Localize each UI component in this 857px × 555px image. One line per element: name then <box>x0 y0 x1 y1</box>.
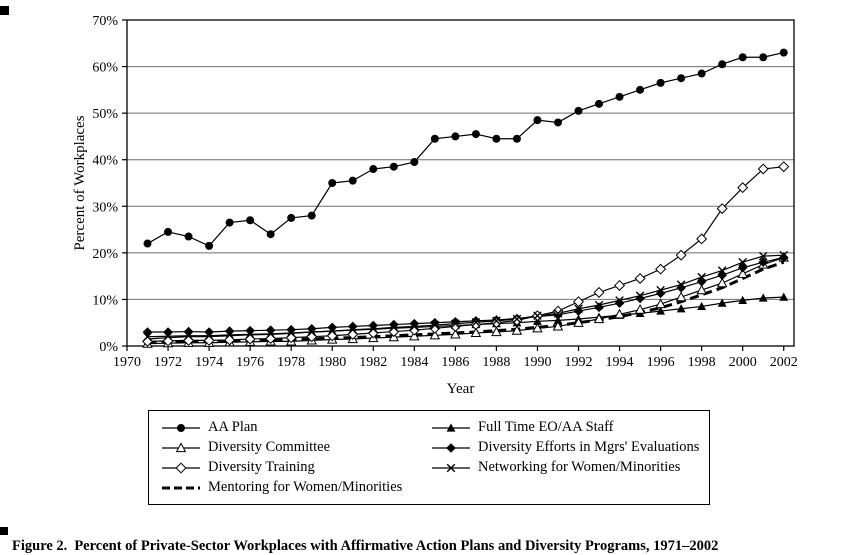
y-axis-title: Percent of Workplaces <box>72 115 88 250</box>
plot-border <box>126 19 795 347</box>
series-markers-diversity-training <box>142 161 790 347</box>
x-tick-label: 1974 <box>195 355 223 370</box>
x-tick-label: 1972 <box>154 355 182 370</box>
x-tick-label: 1980 <box>318 355 346 370</box>
x-tick-label: 2002 <box>770 355 798 370</box>
diamond-open-icon <box>162 461 200 474</box>
x-tick-label: 1970 <box>113 355 141 370</box>
series-line-networking-for-women-minorities <box>147 254 784 338</box>
x-tick-label: 1992 <box>565 355 593 370</box>
legend-label: Networking for Women/Minorities <box>478 459 681 475</box>
figure-caption: Figure 2. Percent of Private-Sector Workp… <box>12 538 852 555</box>
series-line-full-time-eo-aa-staff <box>147 296 784 340</box>
caption-label: Figure 2. <box>12 537 68 554</box>
y-tick-label: 70% <box>92 14 118 29</box>
x-tick-label: 1988 <box>482 355 510 370</box>
legend-grid: AA Plan Full Time EO/AA Staff Diversity Co… <box>161 419 699 496</box>
y-tick-label: 20% <box>92 247 118 262</box>
legend: AA Plan Full Time EO/AA Staff Diversity Co… <box>148 410 710 505</box>
legend-item-diversity-committee: Diversity Committee <box>161 439 419 456</box>
legend-label: AA Plan <box>208 419 258 435</box>
x-axis: 1970 1972 1974 1976 1978 1980 1982 1984 1986 1988… <box>113 346 798 370</box>
diamond-filled-icon <box>432 442 470 453</box>
legend-item-aa-plan: AA Plan <box>161 419 419 436</box>
scan-artifact-square <box>0 527 8 535</box>
x-tick-label: 1998 <box>688 355 716 370</box>
x-axis-title: Year <box>447 381 475 397</box>
x-tick-label: 2000 <box>729 355 757 370</box>
x-cross-icon <box>432 463 470 472</box>
legend-label: Diversity Training <box>208 459 315 475</box>
y-tick-label: 0% <box>99 340 118 355</box>
series-line-diversity-training <box>147 166 784 342</box>
series-markers <box>142 48 790 348</box>
series-markers-aa-plan <box>143 48 788 250</box>
legend-label: Mentoring for Women/Minorities <box>208 479 403 495</box>
x-tick-label: 1994 <box>606 355 634 370</box>
legend-item-diversity-training: Diversity Training <box>161 459 419 476</box>
triangle-open-icon <box>162 441 200 452</box>
x-tick-label: 1984 <box>400 355 428 370</box>
gridlines <box>127 66 794 300</box>
scan-artifact-square <box>0 6 9 15</box>
circle-filled-icon <box>162 423 200 432</box>
dashed-line-icon <box>162 486 200 489</box>
legend-label: Diversity Committee <box>208 439 331 455</box>
series-markers-diversity-efforts-in-mgrs-evaluations <box>142 252 789 337</box>
x-tick-label: 1978 <box>277 355 305 370</box>
legend-label: Diversity Efforts in Mgrs' Evaluations <box>478 439 700 455</box>
series-lines <box>147 52 785 345</box>
caption-text: Percent of Private-Sector Workplaces wit… <box>74 537 719 554</box>
legend-item-mentoring-for-women-minorities: Mentoring for Women/Minorities <box>161 479 419 496</box>
y-tick-label: 50% <box>92 107 118 122</box>
x-tick-label: 1982 <box>359 355 387 370</box>
legend-label: Full Time EO/AA Staff <box>478 419 614 435</box>
y-tick-label: 30% <box>92 200 118 215</box>
x-tick-label: 1976 <box>236 355 264 370</box>
x-tick-label: 1986 <box>441 355 469 370</box>
y-axis: 0% 10% 20% 30% 40% 50% 60% 70% <box>92 14 127 355</box>
y-tick-label: 40% <box>92 154 118 169</box>
legend-item-networking-for-women-minorities: Networking for Women/Minorities <box>431 459 699 476</box>
triangle-filled-icon <box>432 422 470 432</box>
series-line-aa-plan <box>147 52 784 247</box>
series-markers-networking-for-women-minorities <box>143 250 789 341</box>
y-tick-label: 10% <box>92 293 118 308</box>
x-tick-label: 1996 <box>647 355 675 370</box>
legend-item-full-time-eo-aa-staff: Full Time EO/AA Staff <box>431 419 699 436</box>
legend-item-diversity-efforts-in-mgrs-evaluations: Diversity Efforts in Mgrs' Evaluations <box>431 439 699 456</box>
line-chart: 0%10%20%30%40%50%60%70%1970 1972 1974 1976 1… <box>72 14 798 397</box>
y-tick-label: 60% <box>92 61 118 76</box>
x-tick-label: 1990 <box>523 355 551 370</box>
